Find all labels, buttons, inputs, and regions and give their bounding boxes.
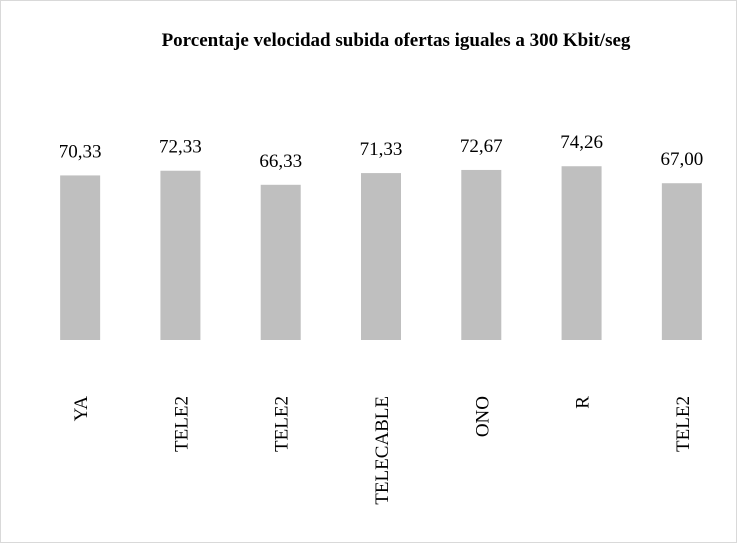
value-label: 70,33 <box>59 141 102 162</box>
x-tick-label: TELECABLE <box>372 396 393 505</box>
bar <box>661 183 702 340</box>
x-tick-label: TELE2 <box>673 396 694 452</box>
bar <box>561 166 602 340</box>
bar <box>160 170 201 340</box>
value-label: 74,26 <box>560 132 603 153</box>
x-tick-label: TELE2 <box>272 396 293 452</box>
x-tick-label: YA <box>71 396 92 422</box>
x-tick-label: TELE2 <box>171 396 192 452</box>
chart-title: Porcentaje velocidad subida ofertas igua… <box>161 30 631 51</box>
value-label: 67,00 <box>660 149 703 170</box>
bar <box>60 175 101 340</box>
bar <box>461 169 502 340</box>
x-tick-label: ONO <box>472 396 493 437</box>
bar <box>260 184 301 340</box>
value-label: 71,33 <box>360 139 403 160</box>
bar <box>361 173 401 340</box>
x-tick-label: R <box>573 396 594 409</box>
value-label: 66,33 <box>259 151 302 172</box>
value-label: 72,67 <box>460 136 503 157</box>
value-label: 72,33 <box>159 137 202 158</box>
